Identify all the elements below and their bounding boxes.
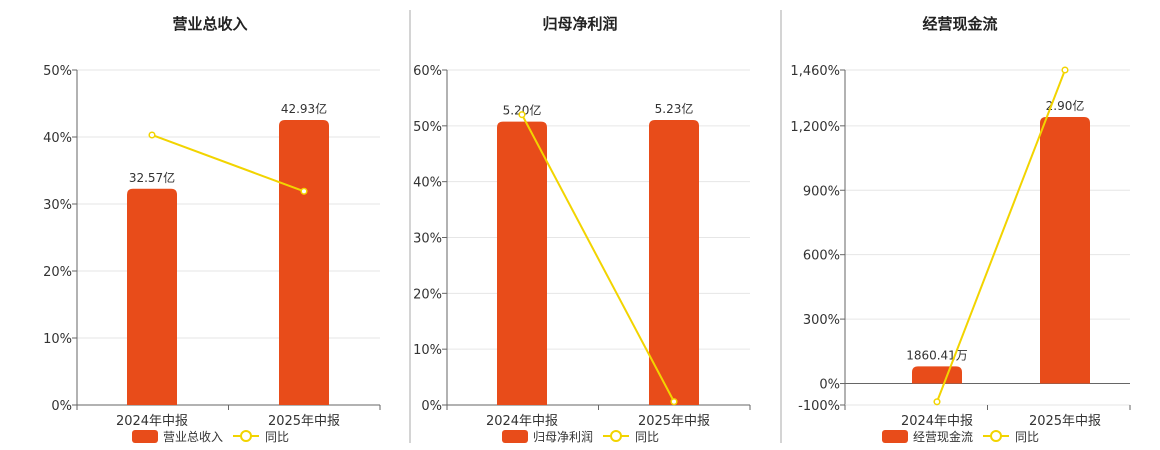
y-tick-label: 600% xyxy=(803,249,840,264)
chart-panel-1: 营业总收入 0% 10% 20% 30% 40% 50% 2024年中报 2025年中报 32.5… xyxy=(43,15,381,444)
y-tick-label: 40% xyxy=(413,176,442,191)
bar-data-label: 5.20亿 xyxy=(503,103,542,118)
legend-bar-swatch[interactable] xyxy=(132,430,158,443)
legend-line-marker xyxy=(990,430,1002,442)
yoy-line xyxy=(936,69,1066,403)
y-tick-label: 10% xyxy=(43,332,72,347)
bar-data-label: 5.23亿 xyxy=(655,101,694,116)
bar-data-label: 32.57亿 xyxy=(129,170,175,185)
bar xyxy=(127,188,177,405)
x-tick-label: 2025年中报 xyxy=(268,414,340,429)
bar xyxy=(497,121,547,405)
chart-title: 归母净利润 xyxy=(542,15,617,33)
y-tick-label: 10% xyxy=(413,343,442,358)
legend-line-marker xyxy=(610,430,622,442)
y-tick-label: 20% xyxy=(413,287,442,302)
y-tick-label: 0% xyxy=(51,399,72,414)
bar xyxy=(912,366,962,384)
x-tick-label: 2024年中报 xyxy=(901,414,973,429)
yoy-line xyxy=(151,134,305,193)
legend-bar-label: 经营现金流 xyxy=(913,429,973,444)
chart-title: 经营现金流 xyxy=(922,15,997,33)
yoy-point xyxy=(933,398,941,406)
legend: 归母净利润 同比 xyxy=(502,430,659,444)
y-tick-label: 1,200% xyxy=(790,120,840,135)
y-tick-label: 30% xyxy=(43,198,72,213)
x-tick-label: 2024年中报 xyxy=(116,414,188,429)
bar xyxy=(279,120,329,405)
y-tick-label: 40% xyxy=(43,131,72,146)
y-tick-label: 0% xyxy=(421,399,442,414)
chart-panel-2: 归母净利润 0% 10% 20% 30% 40% 50% 60% 2024年中报 2025年中报 5… xyxy=(413,15,751,444)
legend-bar-swatch[interactable] xyxy=(882,430,908,443)
legend-bar-label: 归母净利润 xyxy=(533,430,593,444)
bar-data-label: 2.90亿 xyxy=(1046,98,1085,113)
y-tick-label: 1,460% xyxy=(790,64,840,79)
bar-data-label: 42.93亿 xyxy=(281,101,327,116)
y-tick-label: 900% xyxy=(803,184,840,199)
chart-panel-3: 经营现金流 -100% 0% 300% 600% 900% 1,200% 1,460% 2024… xyxy=(790,15,1131,444)
y-tick-label: -100% xyxy=(798,399,840,414)
y-tick-label: 20% xyxy=(43,265,72,280)
y-tick-label: 30% xyxy=(413,232,442,247)
legend: 营业总收入 同比 xyxy=(132,430,289,444)
y-tick-label: 300% xyxy=(803,313,840,328)
legend-line-label: 同比 xyxy=(635,430,659,444)
y-tick-label: 50% xyxy=(413,120,442,135)
bar-data-label: 1860.41万 xyxy=(906,348,968,362)
bar xyxy=(1040,117,1090,384)
x-tick-label: 2025年中报 xyxy=(1029,414,1101,429)
yoy-point xyxy=(300,187,308,195)
legend-line-label: 同比 xyxy=(1015,430,1039,444)
yoy-point xyxy=(148,131,156,139)
yoy-line xyxy=(521,114,675,403)
yoy-point xyxy=(1061,66,1069,74)
bar xyxy=(649,120,699,405)
legend-bar-label: 营业总收入 xyxy=(163,430,223,444)
y-tick-label: 60% xyxy=(413,64,442,79)
yoy-point xyxy=(670,398,678,406)
legend-bar-swatch[interactable] xyxy=(502,430,528,443)
y-tick-label: 50% xyxy=(43,64,72,79)
chart-title: 营业总收入 xyxy=(172,15,247,33)
legend: 经营现金流 同比 xyxy=(882,429,1039,444)
y-tick-label: 0% xyxy=(819,378,840,393)
legend-line-label: 同比 xyxy=(265,430,289,444)
legend-line-marker xyxy=(240,430,252,442)
yoy-point xyxy=(518,111,526,119)
x-tick-label: 2025年中报 xyxy=(638,414,710,429)
x-tick-label: 2024年中报 xyxy=(486,414,558,429)
